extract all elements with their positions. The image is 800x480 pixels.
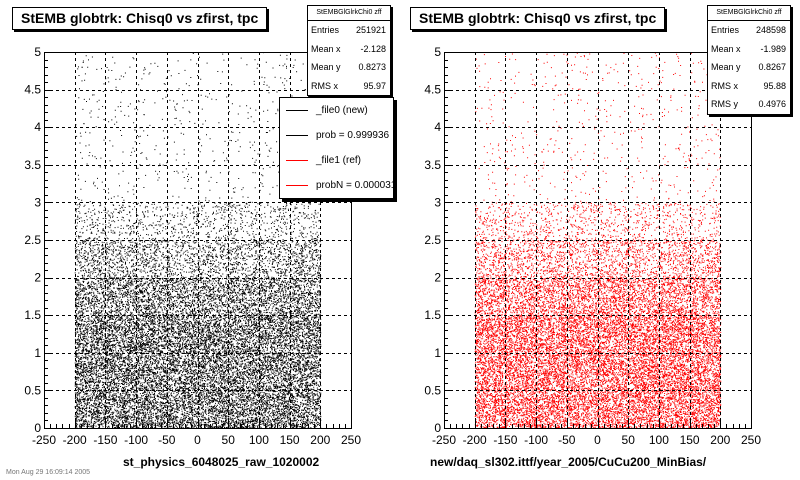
x-tick-label: -200 bbox=[463, 433, 487, 447]
left-stats-name: StEMBGlGlrkChi0 zff bbox=[308, 6, 390, 21]
right-x-axis-label: new/daq_sl302.ittf/year_2005/CuCu200_Min… bbox=[430, 455, 707, 469]
right-stats-row: RMS y 0.4976 bbox=[711, 99, 786, 109]
left-stats-box: StEMBGlGlrkChi0 zff Entries 251921 Mean x… bbox=[307, 5, 391, 96]
left-stats-row: Mean x -2.128 bbox=[311, 43, 386, 54]
legend-entry: probN = 0.000031 bbox=[280, 173, 393, 198]
y-tick-label: 1 bbox=[34, 346, 41, 360]
y-tick-label: 3.5 bbox=[424, 158, 441, 172]
legend-entry: prob = 0.999936 bbox=[280, 123, 393, 148]
x-tick-label: -150 bbox=[93, 433, 117, 447]
legend-swatch-red bbox=[286, 185, 308, 186]
y-tick-label: 3.5 bbox=[24, 158, 41, 172]
left-stats-row: Mean y 0.8273 bbox=[311, 62, 386, 72]
right-scatter-plot: -250 -200 -150 -100 -50 0 50 100 150 200 250 0 0.5 1 1… bbox=[424, 45, 761, 447]
left-x-axis-label: st_physics_6048025_raw_1020002 bbox=[123, 455, 320, 469]
right-stats-box: StEMBGlGlrkChi0 zff Entries 248598 Mean x… bbox=[707, 5, 791, 115]
density-band-points bbox=[74, 202, 322, 241]
x-tick-label: 200 bbox=[710, 433, 730, 447]
footer-timestamp: Mon Aug 29 16:09:14 2005 bbox=[6, 469, 91, 476]
legend-swatch-red bbox=[286, 160, 308, 161]
y-tick-label: 4.5 bbox=[24, 83, 41, 97]
left-legend: _file0 (new) prob = 0.999936 _file1 (ref… bbox=[279, 97, 394, 199]
right-stats-row: RMS x 95.88 bbox=[711, 80, 786, 91]
y-tick-label: 0.5 bbox=[424, 383, 441, 397]
right-stats-row: Entries 248598 bbox=[711, 25, 786, 35]
left-chart-title: StEMB globtrk: Chisq0 vs zfirst, tpc bbox=[12, 7, 268, 30]
right-chart-pad: -250 -200 -150 -100 -50 0 50 100 150 200 250 0 0.5 1 1… bbox=[400, 0, 800, 480]
x-tick-label: 250 bbox=[341, 433, 361, 447]
x-tick-label: 50 bbox=[222, 433, 236, 447]
y-tick-label: 0 bbox=[434, 421, 441, 435]
x-tick-label: -50 bbox=[158, 433, 176, 447]
x-tick-label: 250 bbox=[741, 433, 761, 447]
x-tick-label: -50 bbox=[558, 433, 576, 447]
y-tick-label: 1 bbox=[434, 346, 441, 360]
x-tick-label: 100 bbox=[649, 433, 669, 447]
legend-swatch-black bbox=[286, 110, 308, 111]
left-chart-pad: -250 -200 -150 -100 -50 0 50 100 150 200 250 0 0.5 1 1… bbox=[6, 5, 394, 476]
density-band-points bbox=[474, 240, 722, 279]
legend-entry: _file1 (ref) bbox=[280, 148, 393, 173]
y-tick-label: 2.5 bbox=[424, 233, 441, 247]
density-band-points bbox=[475, 52, 721, 204]
x-tick-label: -150 bbox=[493, 433, 517, 447]
y-tick-label: 2 bbox=[434, 271, 441, 285]
legend-entry: _file0 (new) bbox=[280, 98, 393, 123]
x-tick-label: 0 bbox=[194, 433, 201, 447]
density-band-points bbox=[474, 202, 721, 241]
y-tick-label: 4.5 bbox=[424, 83, 441, 97]
x-tick-label: -250 bbox=[432, 433, 456, 447]
y-tick-label: 2 bbox=[34, 271, 41, 285]
y-tick-label: 3 bbox=[34, 195, 41, 209]
y-tick-label: 5 bbox=[34, 45, 41, 59]
right-chart-title: StEMB globtrk: Chisq0 vs zfirst, tpc bbox=[410, 7, 666, 30]
y-tick-label: 3 bbox=[434, 195, 441, 209]
legend-swatch-black bbox=[286, 135, 308, 136]
left-stats-row: RMS x 95.97 bbox=[311, 80, 386, 91]
y-tick-label: 1.5 bbox=[24, 308, 41, 322]
x-tick-label: 150 bbox=[680, 433, 700, 447]
right-stats-row: Mean x -1.989 bbox=[711, 43, 786, 54]
x-tick-label: -100 bbox=[124, 433, 148, 447]
y-tick-label: 5 bbox=[434, 45, 441, 59]
x-tick-label: -100 bbox=[524, 433, 548, 447]
left-stats-row: Entries 251921 bbox=[311, 25, 386, 35]
y-tick-label: 4 bbox=[434, 120, 441, 134]
x-tick-label: 50 bbox=[622, 433, 636, 447]
right-stats-row: Mean y 0.8267 bbox=[711, 62, 786, 72]
x-tick-label: 0 bbox=[594, 433, 601, 447]
y-tick-label: 0 bbox=[34, 421, 41, 435]
x-tick-label: -250 bbox=[32, 433, 56, 447]
right-stats-name: StEMBGlGlrkChi0 zff bbox=[708, 6, 790, 21]
x-tick-label: 200 bbox=[310, 433, 330, 447]
y-tick-label: 0.5 bbox=[24, 383, 41, 397]
y-tick-label: 1.5 bbox=[424, 308, 441, 322]
y-tick-label: 4 bbox=[34, 120, 41, 134]
x-tick-label: -200 bbox=[63, 433, 87, 447]
axes bbox=[44, 52, 352, 429]
y-tick-label: 2.5 bbox=[24, 233, 41, 247]
x-tick-label: 100 bbox=[249, 433, 269, 447]
axes bbox=[444, 52, 752, 429]
x-tick-label: 150 bbox=[280, 433, 300, 447]
